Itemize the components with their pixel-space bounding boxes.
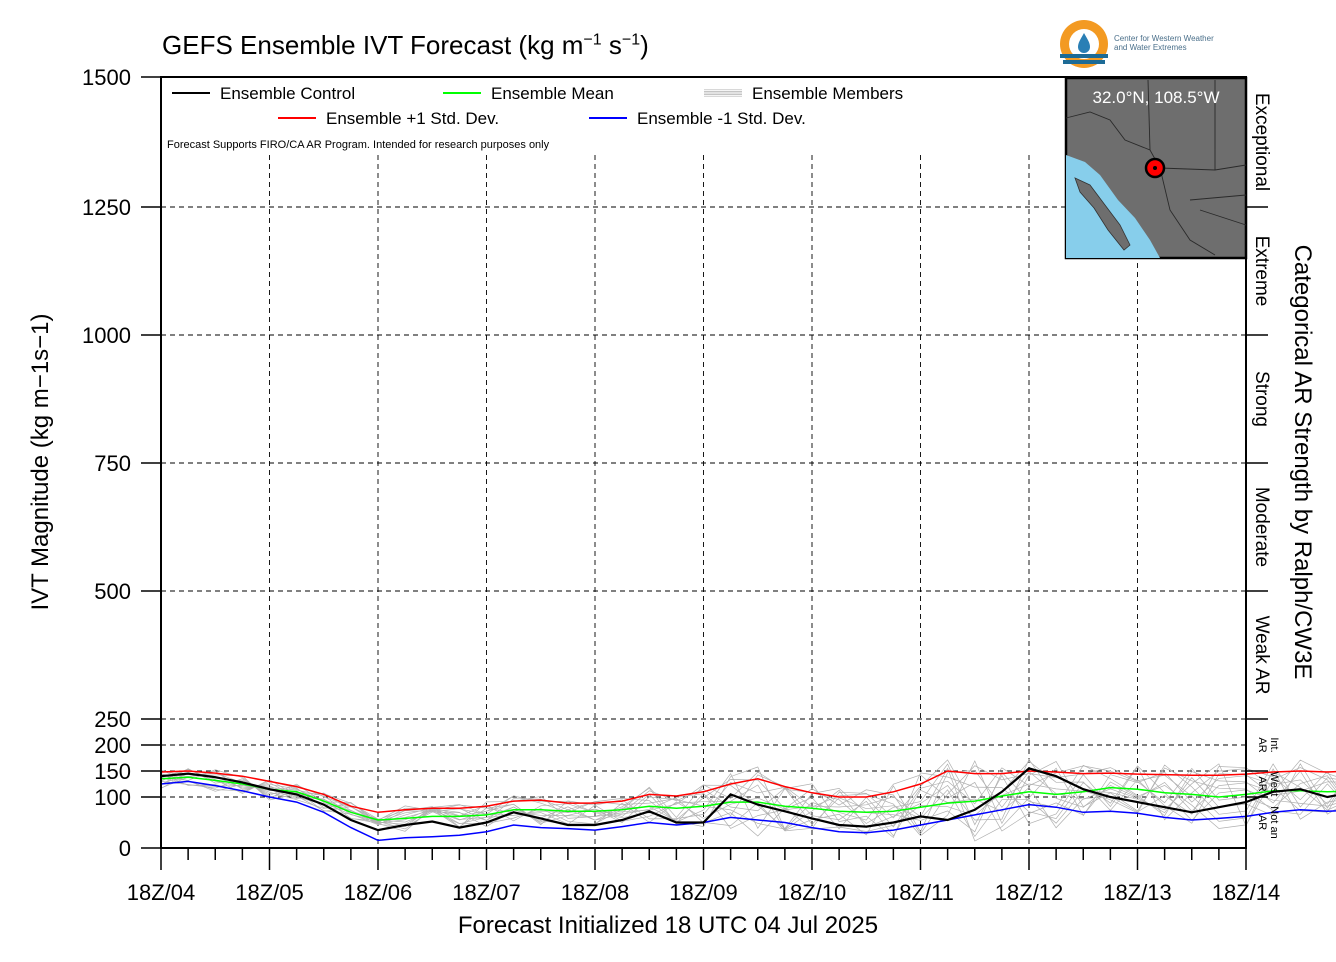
- x-tick-label: 18Z/08: [561, 880, 630, 905]
- y-tick-label: 1250: [82, 195, 131, 220]
- inset-borders: [1065, 79, 1247, 256]
- x-tick-label: 18Z/11: [887, 880, 954, 905]
- ensemble-member-line: [160, 764, 1336, 833]
- y-tick-label: 0: [119, 836, 131, 861]
- ensemble-member-line: [160, 759, 1336, 832]
- ensemble-member-line: [160, 763, 1336, 838]
- series-line-ensemble-1-std-dev-: [160, 780, 1336, 842]
- legend-label: Ensemble Control: [220, 84, 355, 103]
- x-tick-label: 18Z/07: [452, 880, 521, 905]
- y-tick-label: 750: [94, 451, 131, 476]
- legend: Ensemble Control Ensemble Mean Ensemble Me…: [167, 84, 903, 151]
- x-tick-label: 18Z/06: [344, 880, 413, 905]
- ensemble-member-line: [160, 767, 1336, 842]
- y-tick-label: 150: [94, 759, 131, 784]
- ensemble-member-lines: [160, 758, 1336, 842]
- cw3e-logo-icon: [1060, 20, 1108, 68]
- x-tick-label: 18Z/13: [1103, 880, 1172, 905]
- category-label: Exceptional: [1251, 93, 1272, 191]
- category-label-line: AR: [1256, 815, 1268, 830]
- cw3e-logo: Center for Western Weather and Water Extr…: [1058, 20, 1248, 70]
- logo-text: Center for Western Weather and Water Extr…: [1114, 34, 1214, 52]
- y-tick-label: 1000: [82, 323, 131, 348]
- x-tick-label: 18Z/12: [995, 880, 1064, 905]
- inset-gulf-water: [1066, 155, 1160, 258]
- grid-lines: [161, 155, 1246, 848]
- ensemble-member-line: [160, 766, 1336, 837]
- x-tick-label: 18Z/14: [1212, 880, 1281, 905]
- category-label: Int.AR: [1256, 737, 1280, 752]
- y-tick-label: 1500: [82, 65, 131, 90]
- series-line-ensemble-mean: [160, 776, 1336, 821]
- ensemble-member-line: [160, 765, 1336, 835]
- x-tick-label: 18Z/09: [669, 880, 738, 905]
- category-label-line: Int.: [1268, 737, 1280, 752]
- ensemble-member-line: [160, 758, 1336, 831]
- y-tick-label: 100: [94, 785, 131, 810]
- right-axis-label: Categorical AR Strength by Ralph/CW3E: [1289, 245, 1316, 680]
- ensemble-member-line: [160, 763, 1336, 828]
- inset-baja-peninsula: [1074, 177, 1131, 251]
- y-tick-label: 500: [94, 579, 131, 604]
- category-label-line: AR: [1256, 737, 1268, 752]
- y-tick-label: 200: [94, 733, 131, 758]
- y-axis-label: IVT Magnitude (kg m−1s−1): [27, 313, 54, 610]
- location-marker-center: [1153, 166, 1157, 170]
- legend-label: Ensemble -1 Std. Dev.: [637, 109, 806, 128]
- x-tick-label: 18Z/05: [235, 880, 304, 905]
- legend-label: Ensemble +1 Std. Dev.: [326, 109, 499, 128]
- inset-location-label: 32.0°N, 108.5°W: [1092, 88, 1220, 107]
- x-tick-label: 18Z/10: [778, 880, 847, 905]
- y-tick-label: 250: [94, 707, 131, 732]
- category-label: Weak AR: [1251, 616, 1272, 695]
- category-label: Strong: [1251, 371, 1272, 427]
- series-lines: [160, 767, 1336, 842]
- category-label: Extreme: [1251, 236, 1272, 307]
- category-label-line: AR: [1256, 776, 1268, 791]
- ensemble-member-line: [160, 767, 1336, 832]
- research-note: Forecast Supports FIRO/CA AR Program. In…: [167, 139, 550, 151]
- category-label: WestAR: [1256, 772, 1280, 797]
- x-tick-label: 18Z/04: [127, 880, 196, 905]
- x-axis-label: Forecast Initialized 18 UTC 04 Jul 2025: [457, 912, 879, 939]
- location-inset-map: [1064, 76, 1248, 260]
- legend-label: Ensemble Mean: [491, 84, 614, 103]
- category-label-line: Not an: [1268, 806, 1280, 838]
- ensemble-member-line: [160, 765, 1336, 839]
- series-line-ensemble-1-std-dev-: [160, 770, 1336, 814]
- legend-label: Ensemble Members: [752, 84, 903, 103]
- category-label: Not anAR: [1256, 806, 1280, 838]
- series-line-ensemble-control: [160, 767, 1336, 832]
- category-label-line: West: [1268, 772, 1280, 797]
- ensemble-member-line: [160, 765, 1336, 830]
- category-label: Moderate: [1251, 487, 1272, 567]
- chart-title: GEFS Ensemble IVT Forecast (kg m−1 s−1): [162, 30, 649, 60]
